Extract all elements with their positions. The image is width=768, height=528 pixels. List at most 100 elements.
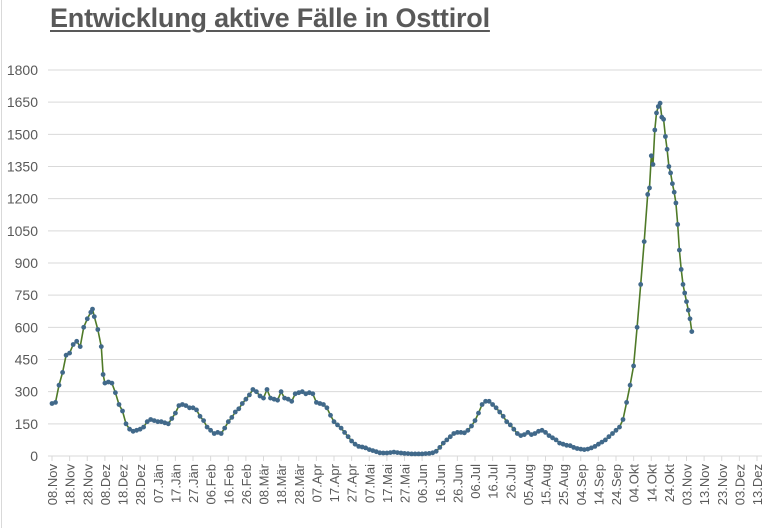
data-point-marker bbox=[493, 405, 499, 411]
x-tick-label: 07.Apr bbox=[309, 463, 324, 502]
data-point-marker bbox=[127, 426, 132, 432]
data-point-marker bbox=[141, 424, 147, 430]
data-point-marker bbox=[173, 410, 178, 416]
data-point-marker bbox=[321, 402, 326, 407]
data-point-marker bbox=[331, 419, 337, 425]
data-point-marker bbox=[183, 403, 189, 408]
data-point-marker bbox=[497, 409, 503, 415]
data-point-marker bbox=[380, 450, 386, 456]
data-point-marker bbox=[204, 424, 210, 430]
data-point-marker bbox=[67, 350, 72, 356]
x-tick-label: 24.Sep bbox=[609, 464, 624, 505]
data-point-marker bbox=[285, 396, 291, 402]
gridlines bbox=[48, 69, 762, 425]
data-point-marker bbox=[677, 247, 682, 253]
x-axis: 08.Nov 18.Nov 28.Nov 08.Dez 18.Dez 28.Dez 07.J… bbox=[45, 455, 765, 506]
x-tick-label: 28.Dez bbox=[133, 464, 148, 505]
data-point-marker bbox=[550, 435, 555, 441]
data-point-marker bbox=[53, 400, 58, 405]
y-tick-label: 450 bbox=[15, 352, 39, 368]
data-point-marker bbox=[222, 425, 228, 431]
data-point-marker bbox=[236, 406, 242, 412]
data-point-marker bbox=[120, 408, 125, 414]
data-point-marker bbox=[664, 146, 670, 152]
data-point-marker bbox=[81, 324, 87, 330]
data-point-marker bbox=[402, 451, 407, 456]
x-tick-label: 17.Apr bbox=[327, 463, 342, 502]
data-point-marker bbox=[232, 409, 238, 415]
data-point-marker bbox=[451, 431, 457, 436]
data-point-marker bbox=[670, 181, 675, 187]
data-point-marker bbox=[581, 447, 587, 452]
data-point-marker bbox=[514, 431, 520, 436]
data-point-marker bbox=[479, 402, 485, 407]
x-tick-label: 17.Jän bbox=[168, 464, 183, 503]
data-point-marker bbox=[201, 418, 207, 423]
data-point-marker bbox=[113, 390, 118, 396]
x-tick-label: 14.Okt bbox=[644, 464, 659, 503]
data-point-marker bbox=[289, 398, 295, 404]
data-point-marker bbox=[606, 434, 612, 440]
data-point-marker bbox=[409, 451, 414, 457]
data-point-marker bbox=[483, 398, 488, 404]
data-point-marker bbox=[144, 419, 150, 425]
data-point-marker bbox=[682, 290, 688, 296]
data-point-marker bbox=[645, 192, 651, 197]
data-point-marker bbox=[592, 444, 598, 449]
data-point-marker bbox=[685, 307, 691, 313]
x-tick-label: 04.Okt bbox=[627, 464, 642, 503]
data-point-marker bbox=[613, 427, 619, 433]
data-point-marker bbox=[546, 433, 552, 438]
data-point-marker bbox=[116, 402, 122, 407]
data-point-marker bbox=[208, 427, 214, 433]
x-tick-label: 06.Jun bbox=[415, 464, 430, 503]
x-tick-label: 08.Mär bbox=[257, 463, 272, 504]
data-point-marker bbox=[631, 363, 636, 369]
data-point-marker bbox=[282, 395, 287, 401]
data-point-marker bbox=[155, 419, 161, 425]
data-point-marker bbox=[395, 450, 400, 455]
data-point-marker bbox=[98, 344, 104, 349]
x-tick-label: 08.Dez bbox=[98, 464, 113, 505]
x-tick-label: 06.Feb bbox=[204, 464, 219, 504]
x-tick-label: 28.Mär bbox=[292, 463, 307, 504]
y-tick-label: 1200 bbox=[7, 191, 38, 207]
data-point-marker bbox=[689, 329, 695, 334]
data-point-marker bbox=[151, 418, 157, 423]
x-tick-label: 06.Jul bbox=[468, 464, 483, 499]
data-point-marker bbox=[95, 327, 101, 332]
x-tick-label: 17.Mai bbox=[380, 464, 395, 503]
data-point-marker bbox=[169, 416, 175, 421]
data-point-marker bbox=[405, 451, 411, 456]
x-tick-label: 27.Jän bbox=[186, 464, 201, 503]
data-point-marker bbox=[268, 395, 273, 401]
data-point-marker bbox=[419, 451, 425, 457]
data-point-marker bbox=[624, 400, 629, 405]
y-tick-label: 1350 bbox=[7, 159, 38, 175]
data-point-marker bbox=[412, 451, 418, 457]
data-point-marker bbox=[310, 391, 316, 397]
data-point-marker bbox=[447, 434, 453, 440]
data-point-marker bbox=[197, 413, 203, 419]
data-point-marker bbox=[165, 421, 171, 427]
data-point-marker bbox=[511, 426, 517, 432]
data-point-marker bbox=[469, 423, 474, 429]
data-point-marker bbox=[70, 342, 76, 347]
data-point-marker bbox=[437, 445, 443, 450]
x-tick-label: 13.Nov bbox=[697, 464, 712, 506]
x-tick-label: 15.Aug bbox=[539, 464, 554, 505]
x-tick-label: 07.Jän bbox=[151, 464, 166, 503]
data-point-marker bbox=[465, 427, 471, 433]
data-point-marker bbox=[663, 134, 668, 139]
data-point-marker bbox=[647, 185, 652, 191]
data-point-marker bbox=[564, 442, 569, 448]
y-tick-label: 750 bbox=[15, 287, 39, 303]
x-tick-label: 07.Mai bbox=[362, 464, 377, 503]
x-tick-label: 26.Jun bbox=[450, 464, 465, 503]
data-point-marker bbox=[299, 389, 305, 395]
data-point-marker bbox=[652, 127, 658, 133]
data-point-marker bbox=[77, 344, 83, 349]
data-point-marker bbox=[444, 437, 450, 443]
data-point-marker bbox=[338, 425, 344, 431]
data-point-marker bbox=[504, 419, 510, 425]
